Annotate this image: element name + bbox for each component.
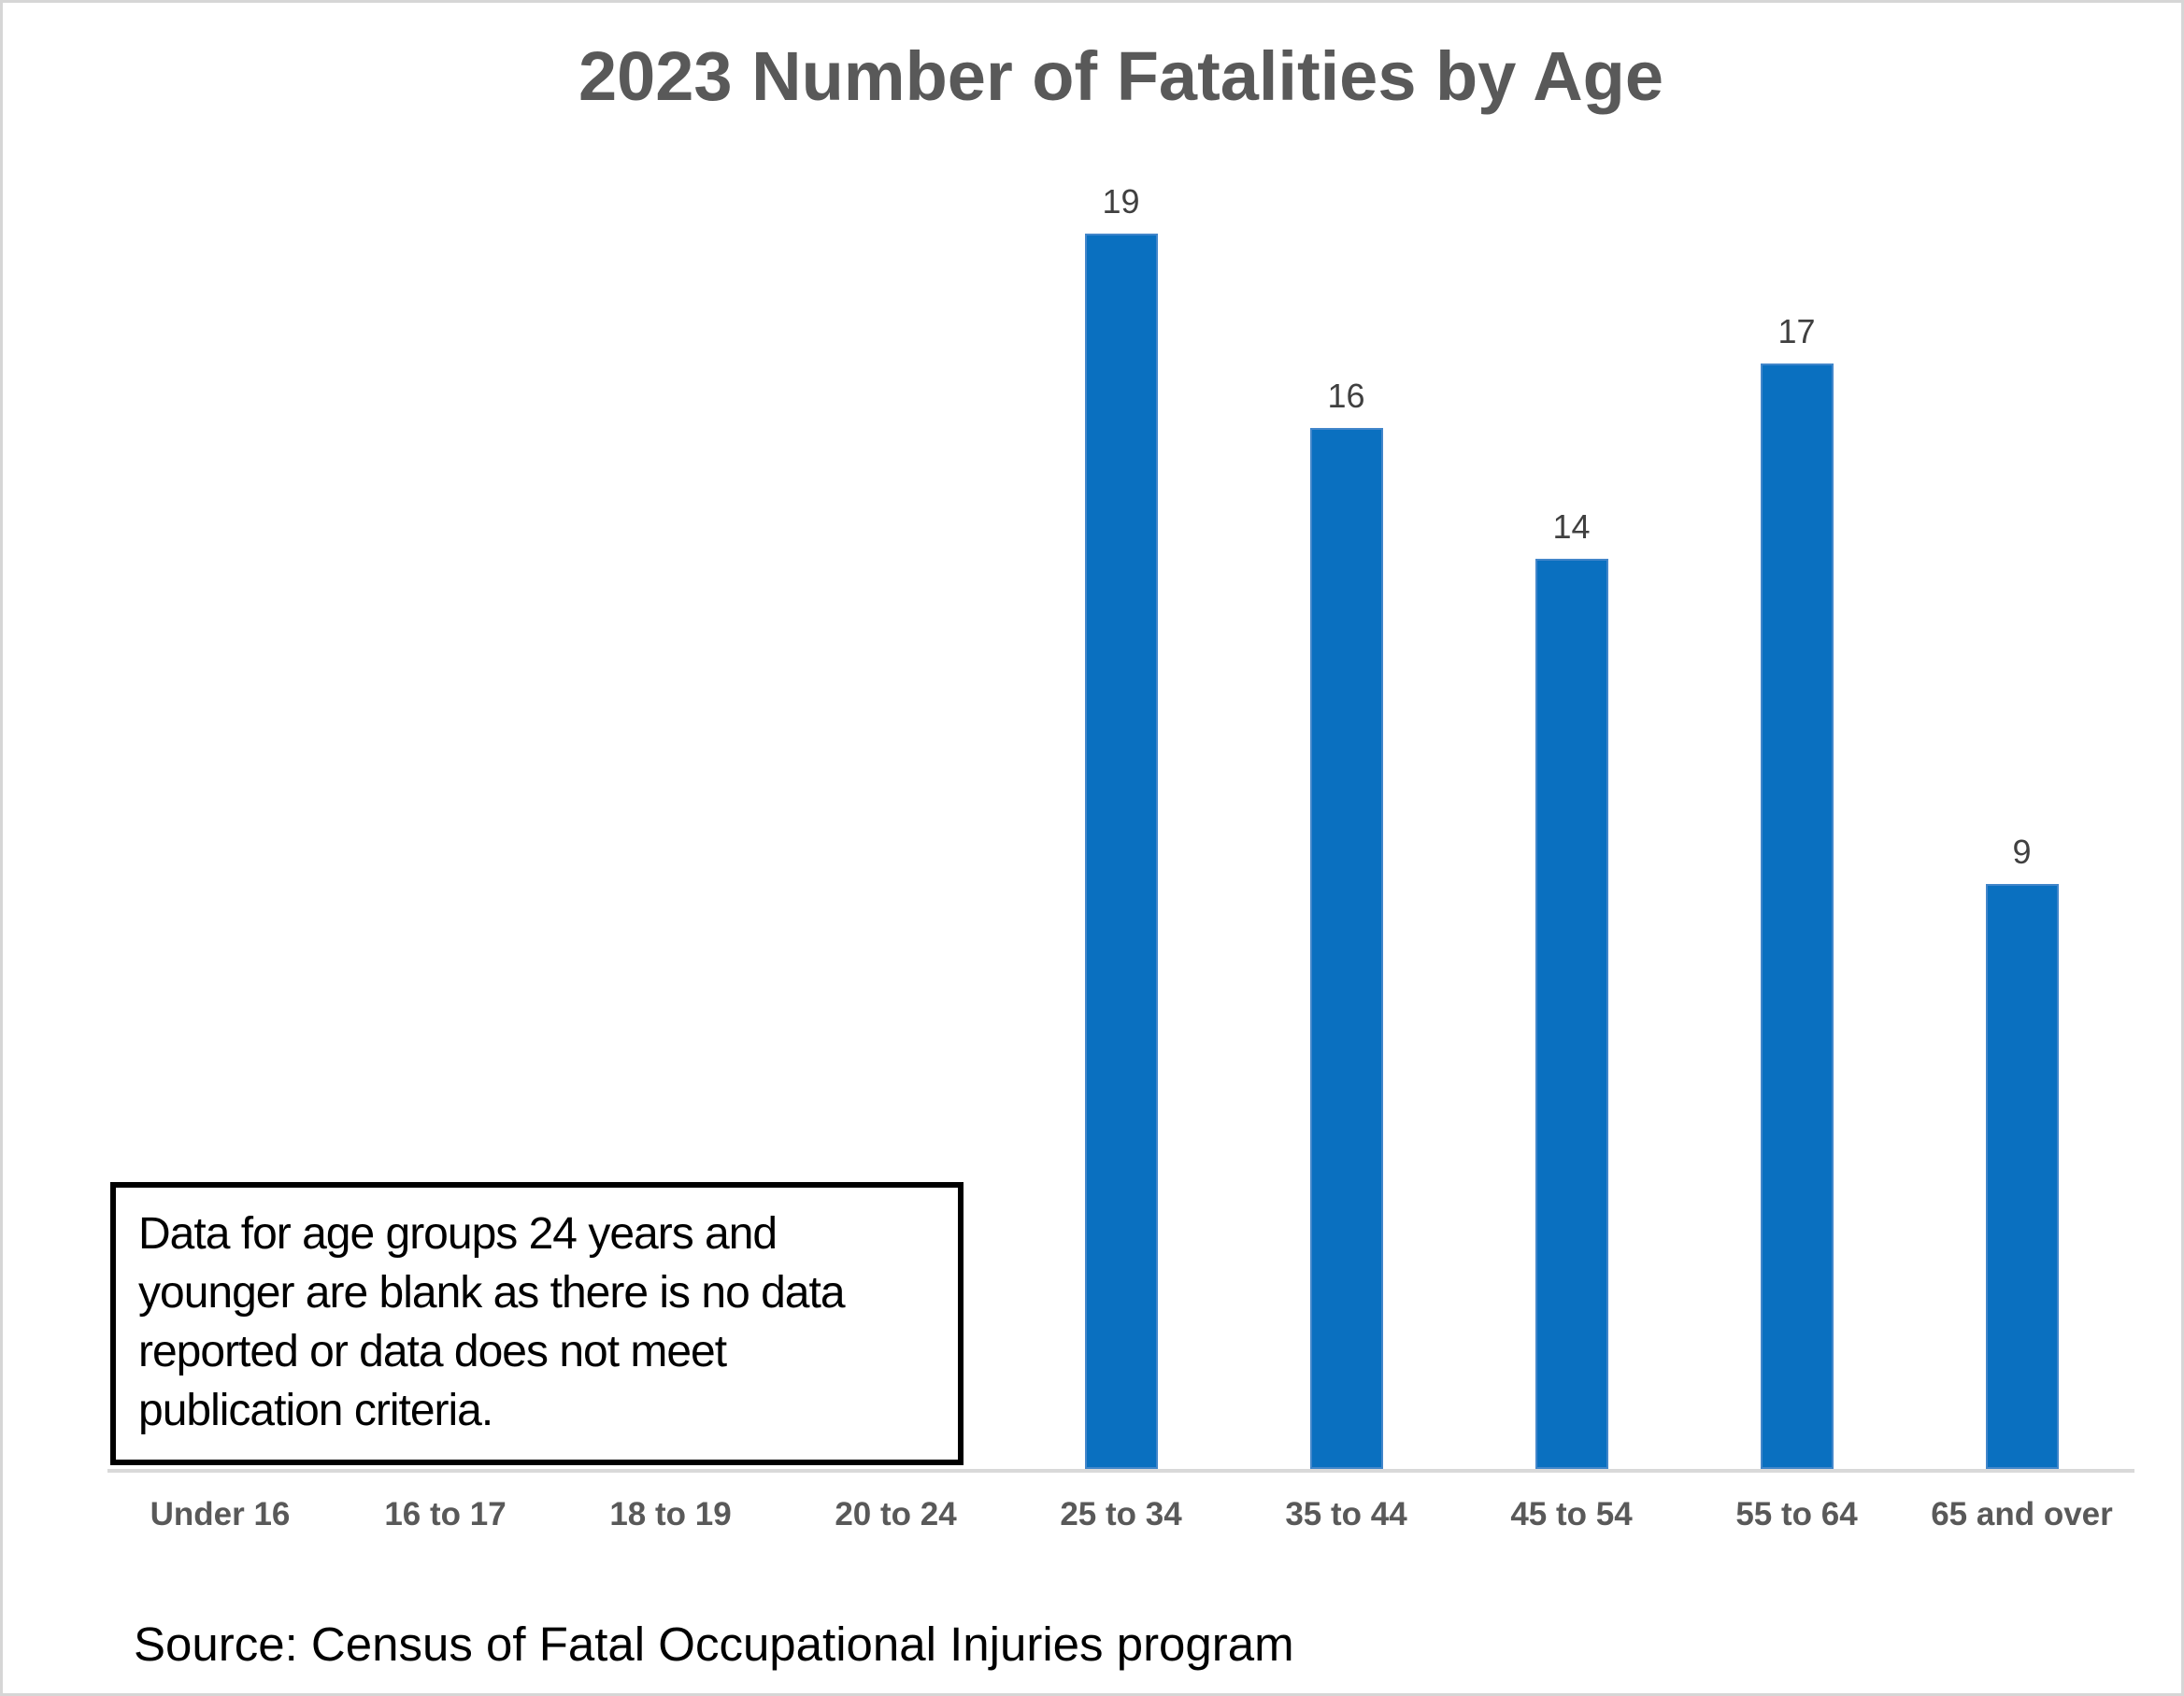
bar-slot: 14 <box>1459 168 1684 1469</box>
annotation-line: publication criteria. <box>138 1386 493 1435</box>
bar-slot: 19 <box>1008 168 1234 1469</box>
bar <box>1760 363 1834 1469</box>
x-axis-line <box>107 1469 2134 1473</box>
bar <box>1309 428 1383 1469</box>
x-axis-label: Under 16 <box>150 1496 291 1532</box>
annotation-line: Data for age groups 24 years and <box>138 1209 778 1259</box>
annotation-line: younger are blank as there is no data <box>138 1268 846 1318</box>
x-axis-label: 18 to 19 <box>609 1496 732 1532</box>
x-axis-label: 20 to 24 <box>835 1496 957 1532</box>
bar <box>1084 234 1158 1469</box>
bar-slot: 16 <box>1234 168 1459 1469</box>
bar-data-label: 9 <box>2012 833 2032 871</box>
bar <box>1535 559 1608 1469</box>
bar-data-label: 14 <box>1552 507 1591 546</box>
source-note: Source: Census of Fatal Occupational Inj… <box>134 1618 1294 1671</box>
x-axis-labels: Under 16 16 to 17 18 to 19 20 to 24 25 to 34… <box>107 1494 2134 1535</box>
bar-slot: 17 <box>1684 168 1909 1469</box>
bar-slot: 9 <box>1909 168 2134 1469</box>
annotation-line: reported or data does not meet <box>138 1327 727 1376</box>
bar-data-label: 16 <box>1327 377 1365 415</box>
annotation-box: Data for age groups 24 years and younger … <box>110 1182 964 1465</box>
bar-data-label: 19 <box>1102 182 1140 221</box>
x-axis-label: 25 to 34 <box>1060 1496 1182 1532</box>
x-axis-label: 65 and over <box>1931 1496 2113 1532</box>
plot-area: 19 16 14 17 9 <box>107 168 2134 1469</box>
x-axis-label: 35 to 44 <box>1285 1496 1407 1532</box>
x-axis-label: 55 to 64 <box>1735 1496 1858 1532</box>
x-axis-label: 16 to 17 <box>384 1496 507 1532</box>
chart-title: 2023 Number of Fatalities by Age <box>578 37 1664 115</box>
x-axis-label: 45 to 54 <box>1510 1496 1633 1532</box>
bar <box>1985 884 2059 1469</box>
bar-data-label: 17 <box>1777 312 1816 350</box>
